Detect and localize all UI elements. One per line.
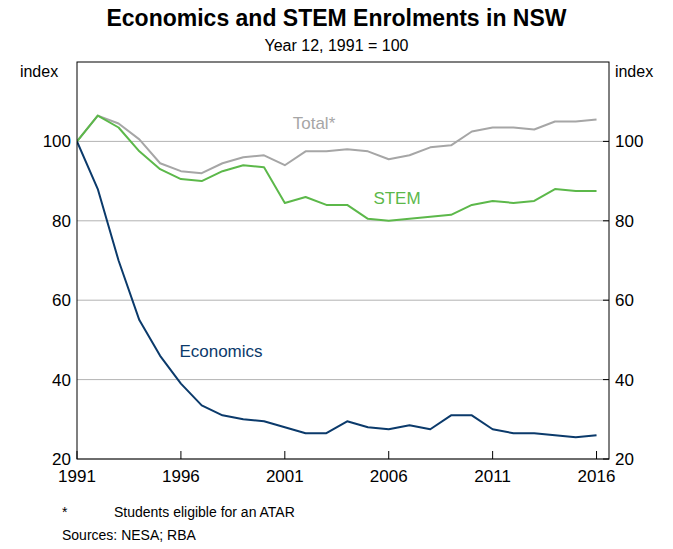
x-tick — [492, 451, 493, 459]
chart: Economics and STEM Enrolments in NSW Year… — [0, 0, 673, 549]
y-tick-label: 60 — [52, 291, 71, 310]
series-label: Economics — [179, 342, 262, 361]
y2-tick — [603, 300, 609, 301]
note-text: Students eligible for an ATAR — [114, 504, 295, 520]
y-tick-label: 40 — [52, 371, 71, 390]
grid-line — [77, 141, 609, 142]
x-tick-label: 2011 — [474, 467, 511, 486]
x-tick-label: 2016 — [578, 467, 616, 486]
x-tick — [284, 451, 285, 459]
grid-line — [77, 220, 609, 221]
series-line — [77, 141, 597, 437]
x-tick-label: 2006 — [370, 467, 408, 486]
y2-tick — [603, 379, 609, 380]
x-tick-label: 1996 — [162, 467, 200, 486]
x-tick — [388, 451, 389, 459]
y2-tick-label: 20 — [615, 450, 634, 469]
note-symbol: * — [62, 504, 68, 520]
y2-tick-label: 40 — [615, 371, 634, 390]
y2-tick-label: 100 — [615, 132, 643, 151]
y-axis-label: index — [20, 63, 58, 80]
title: Economics and STEM Enrolments in NSW — [106, 5, 566, 31]
subtitle: Year 12, 1991 = 100 — [265, 37, 409, 54]
x-tick — [596, 451, 597, 459]
grid-line — [77, 379, 609, 380]
series-label: STEM — [373, 189, 420, 208]
y2-axis-label: index — [615, 63, 653, 80]
series-line — [77, 116, 597, 221]
x-tick — [180, 451, 181, 459]
grid — [77, 141, 609, 459]
series-group — [77, 116, 597, 438]
grid-line — [77, 300, 609, 301]
y-tick-label: 80 — [52, 212, 71, 231]
y2-tick-label: 60 — [615, 291, 634, 310]
y2-tick-label: 80 — [615, 212, 634, 231]
y-tick-label: 100 — [43, 132, 71, 151]
series-label: Total* — [293, 114, 336, 133]
x-tick-label: 1991 — [58, 467, 96, 486]
y2-tick — [603, 141, 609, 142]
plot-frame — [77, 62, 609, 459]
source: Sources: NESA; RBA — [62, 527, 196, 543]
x-tick-label: 2001 — [266, 467, 304, 486]
y2-tick — [603, 220, 609, 221]
